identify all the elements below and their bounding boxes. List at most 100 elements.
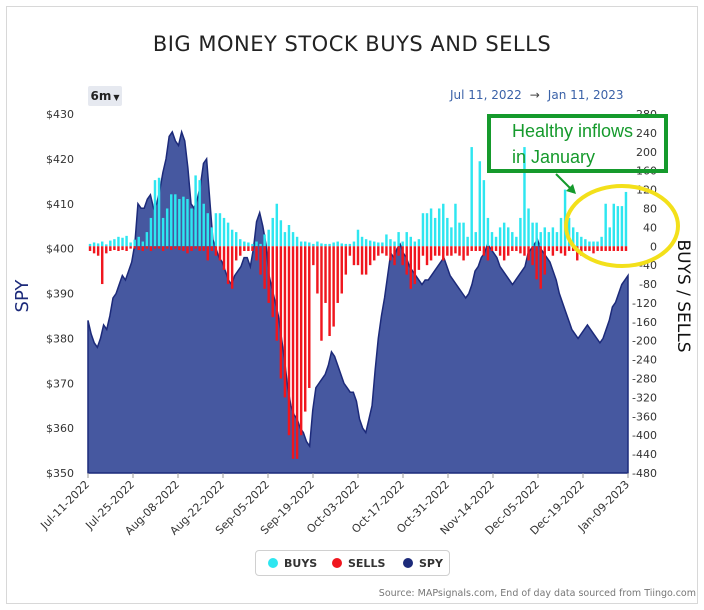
buys-bar (486, 217, 490, 247)
sells-bar (377, 246, 380, 256)
buys-bar (174, 194, 177, 247)
buys-bar (125, 235, 128, 247)
sells-bar (145, 246, 149, 249)
buys-bar (251, 243, 254, 247)
left-axis-tick-label: $380 (46, 332, 74, 345)
buys-bar (271, 217, 274, 247)
sells-bar (137, 246, 140, 251)
buys-bar (352, 241, 356, 247)
sells-bar (523, 246, 526, 256)
buys-bar (470, 147, 473, 247)
buys-bar (141, 241, 145, 247)
range-selector-button[interactable]: 6m ▼ (88, 86, 122, 106)
sells-bar (348, 246, 352, 256)
buys-bar (604, 203, 607, 247)
buys-bar (320, 243, 323, 247)
buys-bar (283, 232, 287, 247)
range-selector-label: 6m (90, 89, 112, 103)
sells-bar (446, 246, 449, 256)
buys-bar (186, 199, 189, 247)
spy-area (87, 129, 629, 474)
sells-bar (109, 246, 112, 251)
sells-bar (243, 246, 246, 251)
sells-bar (592, 246, 595, 254)
left-axis-title: SPY (12, 279, 33, 313)
right-axis-tick-label: -240 (632, 354, 657, 367)
buys-bar (401, 241, 404, 247)
sells-bar (612, 246, 616, 251)
right-axis-tick-label: 80 (643, 203, 657, 216)
buys-bar (226, 222, 230, 247)
sells-bar (547, 246, 551, 251)
caret-down-icon: ▼ (113, 93, 120, 102)
buys-bar (149, 217, 153, 247)
left-axis-tick-label: $370 (46, 377, 74, 390)
sells-bar (88, 246, 92, 251)
buys-bar (507, 227, 510, 247)
left-axis-tick-label: $390 (46, 288, 74, 301)
legend-item-sells[interactable]: SELLS (332, 557, 385, 570)
sells-bar (413, 246, 417, 285)
buys-bar (519, 217, 522, 247)
buys-bar (157, 177, 161, 247)
buys-bar (96, 243, 100, 247)
sells-bar (170, 246, 173, 251)
sells-bar (364, 246, 368, 275)
buys-bar (129, 242, 132, 247)
buys-bar (279, 220, 283, 247)
buys-bar (210, 227, 214, 247)
buys-bar (571, 227, 575, 247)
buys-bar (600, 236, 603, 247)
buys-bar (299, 241, 303, 247)
buys-bar (442, 203, 445, 247)
buys-bar (397, 232, 400, 247)
buys-bar (620, 206, 624, 247)
date-from[interactable]: Jul 11, 2022 (450, 88, 522, 102)
sells-bar (616, 246, 620, 251)
buys-bar (308, 242, 311, 247)
sells-bar (259, 246, 262, 275)
buys-bar (531, 222, 534, 247)
buys-bar (425, 213, 429, 247)
buys-bar (559, 217, 563, 247)
sells-bar (283, 246, 287, 398)
sells-bar (450, 246, 453, 256)
buys-bar (474, 232, 477, 247)
sells-bar (234, 246, 238, 261)
buys-bar (494, 236, 498, 247)
buys-bar (259, 243, 262, 247)
sells-bar (421, 246, 425, 256)
buys-bar (417, 239, 421, 247)
buys-bar (482, 180, 486, 247)
right-axis-tick-label: -440 (632, 448, 657, 461)
right-axis-tick-label: -200 (632, 335, 657, 348)
sells-bar (344, 246, 348, 275)
buys-bar (433, 217, 437, 247)
right-axis-tick-label: -480 (632, 467, 657, 480)
annotation-circle (564, 184, 680, 268)
sells-bar (596, 246, 599, 251)
sells-bar (165, 246, 169, 249)
date-to[interactable]: Jan 11, 2023 (547, 88, 624, 102)
buys-bar (194, 175, 197, 247)
legend-item-spy[interactable]: SPY (403, 557, 443, 570)
buys-bar (182, 196, 185, 247)
sells-bar (174, 246, 177, 249)
legend-label-sells: SELLS (348, 557, 386, 570)
sells-bar (133, 246, 136, 249)
legend-dot-buys (268, 558, 278, 568)
buys-bar (580, 236, 583, 247)
sells-bar (584, 246, 587, 251)
legend-dot-sells (332, 558, 342, 568)
sells-bar (486, 246, 490, 261)
sells-bar (247, 246, 250, 251)
legend-item-buys[interactable]: BUYS (268, 557, 317, 570)
buys-bar (539, 232, 542, 247)
sells-bar (255, 246, 258, 261)
legend: BUYS SELLS SPY (255, 550, 450, 576)
sells-bar (295, 246, 299, 459)
buys-bar (385, 234, 388, 247)
sells-bar (563, 246, 567, 256)
sells-bar (478, 246, 482, 251)
right-axis-tick-label: -280 (632, 373, 657, 386)
